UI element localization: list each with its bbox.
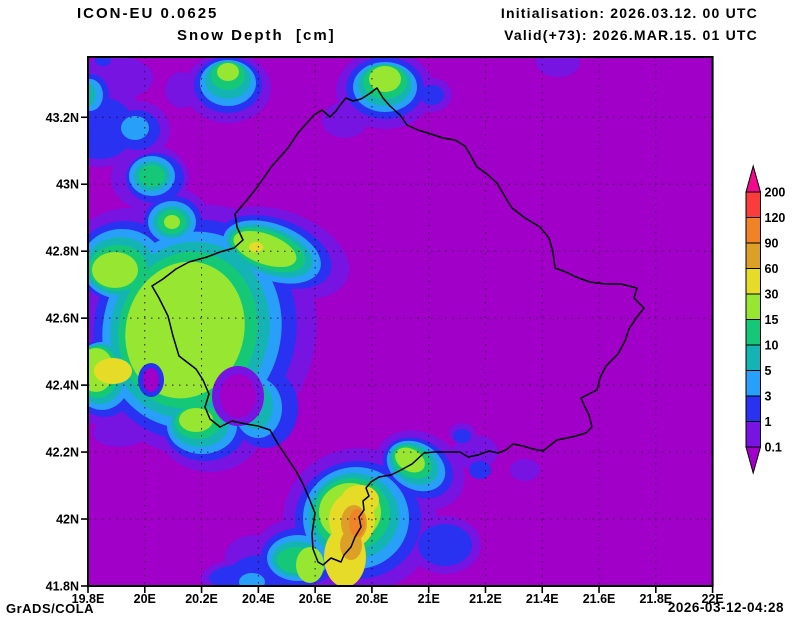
snow-depth-area — [420, 85, 444, 105]
snow-depth-area — [453, 429, 471, 443]
variable-title: Snow Depth [cm] — [177, 27, 336, 44]
snow-depth-area — [179, 408, 213, 432]
snow-depth-area — [92, 252, 138, 288]
snow-depth-area — [510, 459, 540, 481]
lon-axis-label: 20.2E — [185, 592, 218, 606]
snow-depth-area — [349, 509, 365, 537]
colorbar-label: 1 — [765, 415, 772, 429]
map-frame — [87, 56, 714, 587]
snow-depth-area — [95, 57, 111, 66]
snow-depth-area — [296, 547, 324, 583]
lat-axis-label: 42.4N — [46, 379, 79, 393]
lon-axis-label: 21.4E — [526, 592, 559, 606]
colorbar-segment — [745, 242, 761, 269]
snow-depth-area — [369, 66, 401, 92]
snow-depth-area — [322, 102, 368, 138]
colorbar-label: 120 — [765, 211, 786, 225]
colorbar-label: 5 — [765, 364, 772, 378]
snow-depth-area — [452, 435, 498, 469]
colorbar-arrow-top — [745, 164, 762, 193]
snow-depth-area — [217, 63, 239, 81]
lat-axis-label: 41.8N — [46, 580, 79, 594]
snow-depth-area — [249, 242, 263, 252]
lat-axis-label: 42.8N — [46, 245, 79, 259]
snow-depth-area — [233, 230, 297, 268]
lat-axis-label: 43N — [56, 178, 79, 192]
lat-axis-label: 43.2N — [46, 111, 79, 125]
lat-axis-label: 42.2N — [46, 446, 79, 460]
snow-depth-area — [418, 524, 472, 566]
lon-axis-label: 21.8E — [639, 592, 672, 606]
colorbar-segment — [745, 191, 761, 218]
lon-axis-label: 21.2E — [469, 592, 502, 606]
lon-axis-label: 19.8E — [72, 592, 105, 606]
snow-depth-area — [239, 573, 265, 586]
snow-pocket-1 — [220, 374, 256, 418]
colorbar-segment — [745, 421, 761, 448]
valid-time-label: Valid(+73): 2026.MAR.15. 01 UTC — [504, 27, 758, 43]
colorbar-segment — [745, 217, 761, 244]
snow-depth-area — [220, 374, 256, 418]
colorbar-segment — [745, 370, 761, 397]
snow-pocket-3 — [143, 368, 159, 392]
lon-axis-label: 20.4E — [242, 592, 275, 606]
colorbar-label: 15 — [765, 313, 779, 327]
colorbar-label: 0.1 — [765, 441, 782, 455]
axes: 43.2N 43N 42.8N 42.6N 42.4N 42.2N 42N 41.8N19.8… — [46, 111, 724, 606]
colorbar-segment — [745, 344, 761, 371]
snow-shading-layer — [88, 57, 580, 586]
lon-axis-label: 20.6E — [299, 592, 332, 606]
colorbar-segment — [745, 319, 761, 346]
snow-depth-area — [93, 419, 147, 447]
lat-axis-label: 42N — [56, 513, 79, 527]
lon-axis-label: 20E — [134, 592, 156, 606]
init-time-label: Initialisation: 2026.03.12. 00 UTC — [500, 5, 758, 21]
colorbar-label: 60 — [765, 262, 779, 276]
colorbar: 200 120 90 60 30 15 10 5 3 1 0.1 — [745, 164, 786, 475]
grads-credit: GrADS/COLA — [6, 601, 95, 616]
snow-depth-area — [139, 165, 165, 187]
snow-depth-area — [143, 368, 159, 392]
lon-axis-label: 20.8E — [356, 592, 389, 606]
snow-depth-area — [121, 116, 149, 140]
snow-depth-area — [536, 57, 580, 77]
snow-depth-area — [469, 461, 491, 479]
colorbar-arrow-bottom — [745, 446, 762, 475]
colorbar-label: 90 — [765, 237, 779, 251]
colorbar-segment — [745, 395, 761, 422]
snow-depth-area — [88, 83, 96, 107]
snow-depth-area — [94, 358, 132, 384]
colorbar-label: 200 — [765, 186, 786, 200]
lon-axis-label: 22E — [701, 592, 723, 606]
colorbar-segment — [745, 268, 761, 295]
colorbar-label: 30 — [765, 288, 779, 302]
snow-level-90 — [349, 509, 365, 537]
colorbar-label: 3 — [765, 390, 772, 404]
lon-axis-label: 21E — [418, 592, 440, 606]
kosovo-border-outline — [151, 87, 645, 566]
model-title: ICON-EU 0.0625 — [77, 5, 219, 22]
lat-axis-label: 42.6N — [46, 312, 79, 326]
lon-axis-label: 21.6E — [583, 592, 616, 606]
snow-depth-area — [164, 215, 180, 229]
snow-depth-area — [395, 447, 425, 473]
colorbar-label: 10 — [765, 339, 779, 353]
colorbar-segment — [745, 293, 761, 320]
creation-timestamp: 2026-03-12-04:28 — [667, 600, 784, 615]
